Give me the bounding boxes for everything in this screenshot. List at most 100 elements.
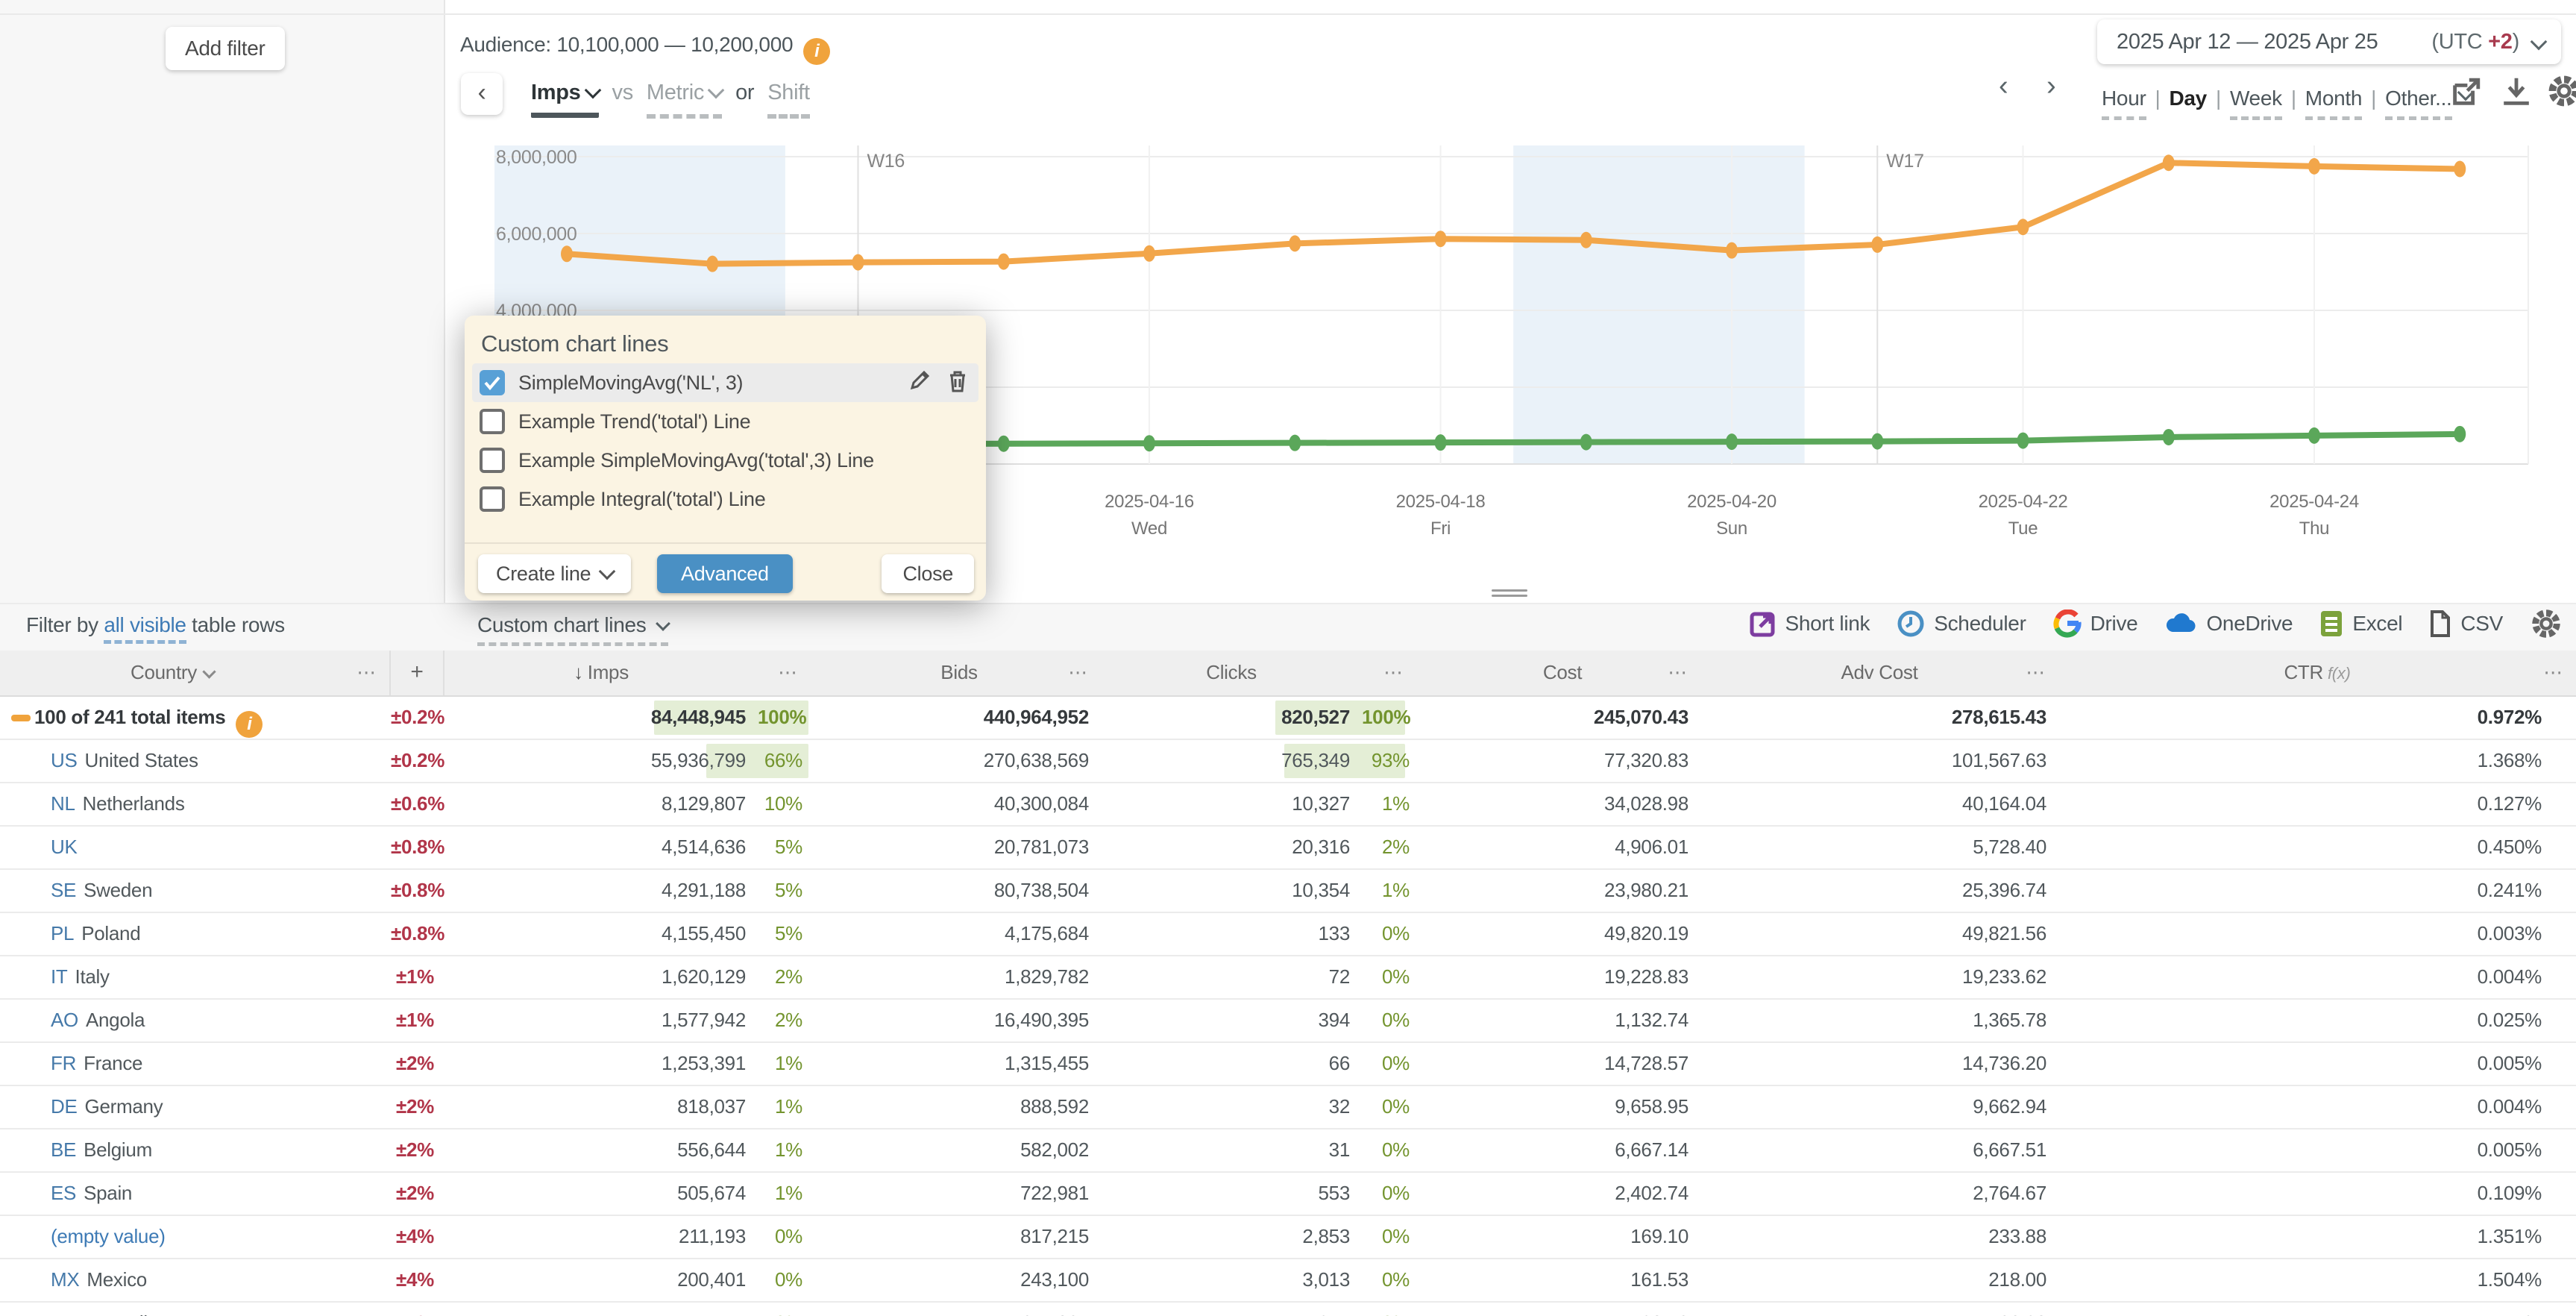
- column-menu-icon[interactable]: ⋯: [2543, 661, 2563, 683]
- country-code[interactable]: BE: [51, 1138, 77, 1161]
- data-point[interactable]: [561, 245, 573, 263]
- create-line-button[interactable]: Create line: [478, 554, 632, 593]
- country-code[interactable]: NL: [51, 792, 75, 815]
- data-point[interactable]: [706, 255, 719, 272]
- table-row[interactable]: AUAustralia±4%154,1570%311,9241,8150%89.…: [0, 1303, 2576, 1316]
- share-icon[interactable]: [2448, 75, 2484, 110]
- data-point[interactable]: [2454, 160, 2466, 178]
- data-point[interactable]: [1580, 231, 1592, 248]
- checkbox[interactable]: [480, 486, 505, 512]
- checkbox[interactable]: [480, 448, 505, 473]
- country-code[interactable]: FR: [51, 1052, 77, 1074]
- imps-line-chart[interactable]: 8,000,0006,000,0004,000,0002,000,000W16W…: [444, 127, 2576, 574]
- onedrive-button[interactable]: OneDrive: [2164, 611, 2293, 636]
- pencil-icon[interactable]: [908, 369, 931, 397]
- granularity-month[interactable]: Month: [2305, 87, 2362, 120]
- column-menu-icon[interactable]: ⋯: [1383, 661, 1403, 683]
- excel-button[interactable]: Excel: [2319, 610, 2403, 638]
- drive-button[interactable]: Drive: [2053, 610, 2138, 638]
- date-prev-button[interactable]: ‹: [1999, 70, 2008, 101]
- country-code[interactable]: DE: [51, 1095, 78, 1118]
- granularity-other[interactable]: Other...: [2385, 87, 2452, 120]
- chart-back-button[interactable]: ‹: [461, 73, 503, 115]
- country-code[interactable]: IT: [51, 965, 68, 988]
- info-icon[interactable]: i: [236, 711, 263, 738]
- add-column-button[interactable]: +: [391, 651, 444, 695]
- all-visible-link[interactable]: all visible: [104, 613, 186, 644]
- table-row[interactable]: MX Mexico ±4% 200,401 0% 243,100 3,013 0% 161.53…: [0, 1259, 2576, 1303]
- data-point[interactable]: [1434, 434, 1447, 451]
- data-point[interactable]: [1143, 245, 1155, 262]
- data-point[interactable]: [1289, 235, 1301, 252]
- country-code[interactable]: PL: [51, 922, 75, 944]
- column-menu-icon[interactable]: ⋯: [356, 661, 376, 683]
- table-row[interactable]: PL Poland ±0.8% 4,155,450 5% 4,175,684 133 0% 49…: [0, 913, 2576, 956]
- trash-icon[interactable]: [947, 369, 968, 397]
- data-point[interactable]: [2454, 425, 2466, 442]
- data-point[interactable]: [2162, 428, 2175, 445]
- column-header-imps[interactable]: ↓ Imps: [574, 661, 629, 683]
- column-header-country[interactable]: Country ⋯: [0, 651, 391, 695]
- compare-metric-selector[interactable]: Metric: [646, 81, 725, 119]
- table-row[interactable]: FR France ±2% 1,253,391 1% 1,315,455 66 0% 14,72…: [0, 1043, 2576, 1086]
- country-code[interactable]: SE: [51, 879, 77, 901]
- data-point[interactable]: [1726, 433, 1738, 451]
- country-code[interactable]: ES: [51, 1182, 77, 1204]
- data-point[interactable]: [1434, 231, 1447, 248]
- table-row[interactable]: BE Belgium ±2% 556,644 1% 582,002 31 0% 6,667.14…: [0, 1129, 2576, 1173]
- column-menu-icon[interactable]: ⋯: [778, 661, 797, 683]
- gear-icon[interactable]: [2530, 607, 2563, 640]
- data-point[interactable]: [852, 254, 864, 271]
- checkbox[interactable]: [480, 409, 505, 434]
- table-row[interactable]: ES Spain ±2% 505,674 1% 722,981 553 0% 2,402.74 2…: [0, 1173, 2576, 1216]
- table-row[interactable]: UK ±0.8% 4,514,636 5% 20,781,073 20,316 2% 4,90…: [0, 827, 2576, 870]
- chart-resize-handle[interactable]: [1492, 586, 1527, 598]
- custom-chart-lines-button[interactable]: Custom chart lines: [477, 613, 670, 646]
- csv-button[interactable]: CSV: [2429, 610, 2503, 638]
- column-header-bids[interactable]: Bids ⋯: [817, 651, 1101, 695]
- shift-toggle[interactable]: Shift: [767, 81, 810, 119]
- table-row[interactable]: DE Germany ±2% 818,037 1% 888,592 32 0% 9,658.95…: [0, 1086, 2576, 1129]
- data-point[interactable]: [2308, 157, 2320, 175]
- data-point[interactable]: [2162, 154, 2175, 172]
- gear-icon[interactable]: [2546, 73, 2576, 109]
- country-code[interactable]: US: [51, 749, 78, 771]
- table-row[interactable]: US United States ±0.2% 55,936,799 66% 270,638…: [0, 740, 2576, 783]
- metric-selector[interactable]: Imps: [531, 81, 601, 118]
- table-row[interactable]: NL Netherlands ±0.6% 8,129,807 10% 40,300,084…: [0, 783, 2576, 827]
- checkbox[interactable]: [480, 370, 505, 395]
- country-code[interactable]: AO: [51, 1009, 78, 1031]
- column-menu-icon[interactable]: ⋯: [2026, 661, 2045, 683]
- column-menu-clicks[interactable]: ⋯: [1362, 651, 1424, 695]
- add-filter-button[interactable]: Add filter: [166, 27, 285, 70]
- table-row[interactable]: AO Angola ±1% 1,577,942 2% 16,490,395 394 0% 1,1…: [0, 1000, 2576, 1043]
- date-next-button[interactable]: ›: [2046, 70, 2056, 101]
- data-point[interactable]: [2017, 432, 2029, 449]
- data-point[interactable]: [1289, 434, 1301, 451]
- table-row-totals[interactable]: 100 of 241 total items i ±0.2% 84,448,945 10…: [0, 697, 2576, 740]
- granularity-day[interactable]: Day: [2169, 87, 2207, 110]
- granularity-week[interactable]: Week: [2229, 87, 2282, 120]
- table-row[interactable]: (empty value) ±4% 211,193 0% 817,215 2,853 0% 1…: [0, 1216, 2576, 1259]
- data-point[interactable]: [1143, 435, 1155, 452]
- data-point[interactable]: [997, 435, 1010, 452]
- column-menu-icon[interactable]: ⋯: [1068, 661, 1087, 683]
- short-link-button[interactable]: Short link: [1750, 610, 1870, 637]
- column-header-adv-cost[interactable]: Adv Cost ⋯: [1700, 651, 2058, 695]
- advanced-button[interactable]: Advanced: [657, 554, 793, 593]
- granularity-hour[interactable]: Hour: [2102, 87, 2146, 120]
- data-point[interactable]: [997, 253, 1010, 270]
- audience-info-icon[interactable]: i: [803, 38, 831, 65]
- data-point[interactable]: [1871, 236, 1884, 253]
- close-button[interactable]: Close: [882, 554, 974, 593]
- date-range-picker[interactable]: 2025 Apr 12 — 2025 Apr 25 (UTC +2): [2097, 19, 2561, 64]
- column-header-cost[interactable]: Cost ⋯: [1424, 651, 1700, 695]
- data-point[interactable]: [1871, 433, 1884, 450]
- column-menu-imps[interactable]: ⋯: [758, 651, 817, 695]
- column-header-ctr[interactable]: CTR f(x) ⋯: [2058, 651, 2576, 695]
- country-code[interactable]: UK: [51, 836, 78, 858]
- column-menu-icon[interactable]: ⋯: [1668, 661, 1687, 683]
- scheduler-button[interactable]: Scheduler: [1897, 610, 2026, 638]
- country-code[interactable]: MX: [51, 1268, 80, 1291]
- data-point[interactable]: [1580, 433, 1592, 451]
